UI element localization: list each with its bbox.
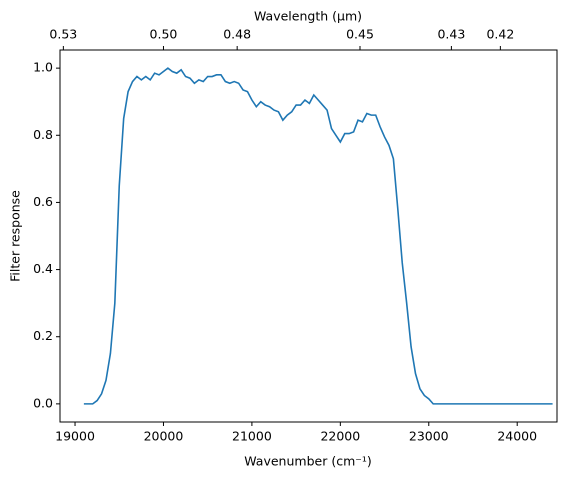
x-tick-label: 23000 <box>409 429 449 444</box>
x2-tick-label: 0.53 <box>49 27 77 42</box>
x2-tick-label: 0.48 <box>223 27 251 42</box>
x2-tick-label: 0.42 <box>486 27 514 42</box>
y-tick-label: 0.2 <box>33 328 53 343</box>
x2-tick-label: 0.50 <box>150 27 178 42</box>
y-axis-label: Filter response <box>8 190 23 282</box>
y-tick-label: 0.4 <box>33 261 53 276</box>
x2-tick-label: 0.45 <box>346 27 374 42</box>
x-tick-label: 20000 <box>144 429 184 444</box>
y-tick-label: 0.0 <box>33 395 53 410</box>
y-tick-label: 1.0 <box>33 60 53 75</box>
x2-axis-label: Wavelength (μm) <box>254 9 362 24</box>
x-tick-label: 21000 <box>232 429 272 444</box>
x2-tick-label: 0.43 <box>437 27 465 42</box>
x-axis-label: Wavenumber (cm⁻¹) <box>244 454 371 469</box>
x-tick-label: 24000 <box>497 429 537 444</box>
x-tick-label: 22000 <box>320 429 360 444</box>
x-tick-label: 19000 <box>55 429 95 444</box>
plot-frame <box>59 49 558 423</box>
y-tick-label: 0.8 <box>33 127 53 142</box>
y-tick-label: 0.6 <box>33 194 53 209</box>
data-line <box>83 67 553 405</box>
